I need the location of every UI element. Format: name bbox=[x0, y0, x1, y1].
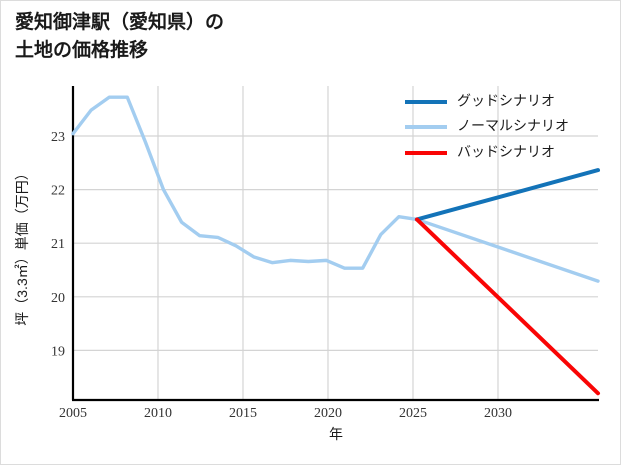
y-tick-21: 21 bbox=[51, 237, 65, 252]
y-tick-22: 22 bbox=[51, 184, 65, 199]
x-tick-2005: 2005 bbox=[59, 406, 87, 421]
legend-label-good: グッドシナリオ bbox=[457, 93, 555, 109]
data-series bbox=[71, 95, 600, 396]
x-tick-labels: 2005 2010 2015 2020 2025 2030 bbox=[59, 406, 512, 421]
series-line-good bbox=[414, 168, 600, 222]
x-tick-2015: 2015 bbox=[229, 406, 257, 421]
x-gridlines bbox=[157, 86, 499, 400]
page-title: 愛知御津駅（愛知県）の 土地の価格推移 bbox=[15, 12, 225, 61]
y-axis-title: 坪（3.3㎡）単価（万円） bbox=[14, 166, 30, 325]
y-tick-19: 19 bbox=[51, 344, 65, 359]
y-tick-20: 20 bbox=[51, 291, 65, 306]
x-axis-title: 年 bbox=[329, 426, 343, 442]
series-line-bad bbox=[414, 217, 600, 396]
y-tick-23: 23 bbox=[51, 130, 65, 145]
x-tick-2020: 2020 bbox=[314, 406, 342, 421]
y-gridlines bbox=[73, 135, 598, 351]
x-tick-2010: 2010 bbox=[144, 406, 172, 421]
x-tick-2025: 2025 bbox=[399, 406, 427, 421]
legend-label-bad: バッドシナリオ bbox=[457, 144, 555, 160]
series-line-normal bbox=[71, 95, 600, 283]
x-tick-2030: 2030 bbox=[484, 406, 512, 421]
y-tick-labels: 23 22 21 20 19 bbox=[51, 130, 65, 359]
legend-label-normal: ノーマルシナリオ bbox=[457, 118, 569, 134]
chart-legend: グッドシナリオ ノーマルシナリオ バッドシナリオ bbox=[405, 93, 569, 160]
